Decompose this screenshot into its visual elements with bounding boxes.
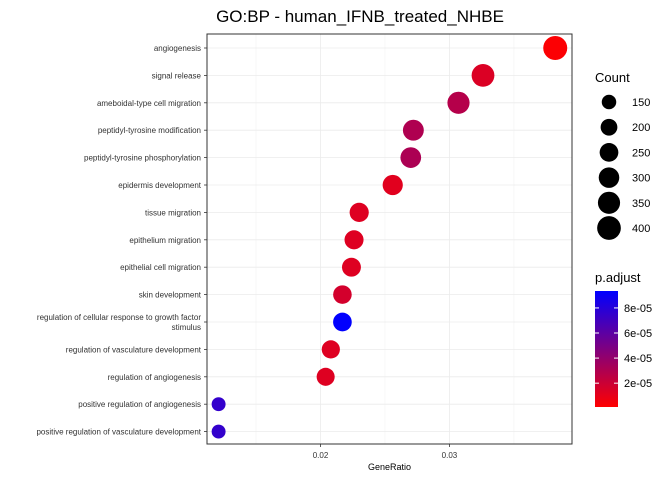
data-point <box>382 174 403 196</box>
data-point <box>400 147 422 168</box>
size-legend-items: 150 200 250 300 350 400 <box>597 94 650 240</box>
y-tick-label: positive regulation of vasculature devel… <box>36 428 201 437</box>
color-legend: p.adjust 8e-05 6e-05 4e-05 2e-05 <box>595 270 652 407</box>
x-tick-label: 0.03 <box>442 451 458 460</box>
y-tick-label: epithelium migration <box>129 236 201 245</box>
y-tick-label: peptidyl-tyrosine phosphorylation <box>84 154 201 163</box>
y-axis-labels: angiogenesis signal release ameboidal-type… <box>36 44 207 437</box>
y-tick-label: positive regulation of angiogenesis <box>78 400 201 409</box>
size-legend-dot <box>598 167 620 188</box>
y-tick-label: angiogenesis <box>154 44 201 53</box>
data-points <box>211 36 568 439</box>
size-legend: Count 150 200 250 300 350 400 <box>595 70 650 240</box>
y-tick-label: regulation of cellular response to growt… <box>37 313 201 322</box>
x-axis-title: GeneRatio <box>368 462 411 472</box>
y-tick-label: regulation of angiogenesis <box>108 373 201 382</box>
y-tick-label: regulation of vasculature development <box>66 345 202 354</box>
size-legend-label: 300 <box>632 173 650 185</box>
color-bar <box>595 291 618 407</box>
data-point <box>333 285 352 304</box>
size-legend-label: 250 <box>632 147 650 159</box>
data-point <box>471 64 495 87</box>
size-legend-label: 150 <box>632 97 650 109</box>
data-point <box>447 91 470 114</box>
y-tick-label: ameboidal-type cell migration <box>97 99 201 108</box>
x-axis: 0.02 0.03 <box>313 444 458 460</box>
data-point <box>344 230 364 250</box>
data-point <box>349 202 369 222</box>
panel-border <box>206 33 573 445</box>
size-legend-dot <box>597 216 621 240</box>
size-legend-dot <box>601 94 617 110</box>
data-point <box>211 397 226 412</box>
data-point <box>402 119 424 141</box>
size-legend-label: 350 <box>632 198 650 210</box>
y-tick-label: skin development <box>139 291 202 300</box>
y-tick-label: tissue migration <box>145 208 201 217</box>
color-tick-label: 8e-05 <box>624 303 652 315</box>
x-tick-label: 0.02 <box>313 451 329 460</box>
size-legend-dot <box>600 118 618 136</box>
data-point <box>211 424 226 439</box>
y-tick-label: epidermis development <box>118 181 201 190</box>
size-legend-dot <box>597 191 621 214</box>
size-legend-label: 200 <box>632 122 650 134</box>
size-legend-label: 400 <box>632 223 650 235</box>
size-legend-title: Count <box>595 70 630 85</box>
color-tick-label: 2e-05 <box>624 378 652 390</box>
y-tick-label: signal release <box>152 71 202 80</box>
color-legend-title: p.adjust <box>595 270 641 285</box>
panel-background <box>207 34 572 444</box>
grid-lines <box>207 34 572 444</box>
data-point <box>341 257 361 277</box>
color-tick-label: 6e-05 <box>624 328 652 340</box>
y-tick-label: stimulus <box>172 323 201 332</box>
chart-title: GO:BP - human_IFNB_treated_NHBE <box>216 7 504 26</box>
plot-panel <box>206 33 573 445</box>
color-legend-ticks: 8e-05 6e-05 4e-05 2e-05 <box>595 303 652 390</box>
y-tick-label: epithelial cell migration <box>120 263 201 272</box>
y-tick-label: peptidyl-tyrosine modification <box>98 126 201 135</box>
data-point <box>316 367 335 386</box>
data-point <box>333 312 352 332</box>
size-legend-dot <box>599 143 619 162</box>
data-point <box>321 340 340 359</box>
data-point <box>543 36 568 60</box>
color-tick-label: 4e-05 <box>624 353 652 365</box>
